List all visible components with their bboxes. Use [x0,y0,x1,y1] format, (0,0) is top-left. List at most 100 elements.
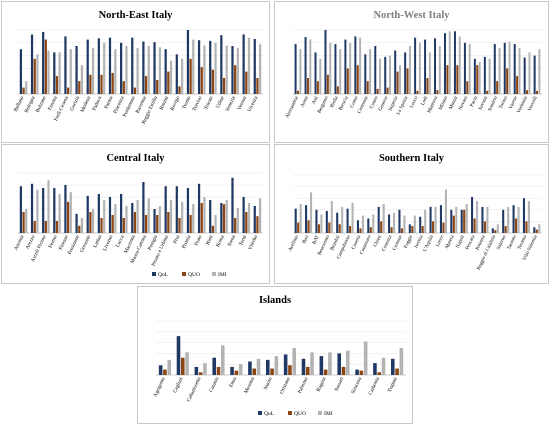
category-label: Brescia [339,95,350,111]
bar-qol-taranto [512,205,515,233]
category-label: Teramo [517,234,528,250]
bar-qol-salerno [502,209,505,233]
bar-quo-mantova [436,90,439,94]
category-label: Terni [238,234,248,247]
bar-imi-savona [488,58,491,94]
bar-quo-roma [222,204,226,233]
bar-qol-bat [315,209,318,233]
bar-imi-pavia [478,62,481,94]
bar-imi-palermo [310,352,314,375]
category-label: Varese [509,95,519,110]
bar-qol-savona [483,56,486,94]
category-label: Lucca [115,234,126,249]
bar-imi-imperia [398,65,401,94]
bar-imi-sassari [346,350,350,375]
bar-imi-aosta [309,39,312,94]
bar-imi-udine [225,45,228,94]
bar-imi-siracusa [363,341,368,375]
bar-quo-teramo [525,221,528,233]
bar-qol-pescara [471,197,474,233]
bar-qol-napoli [460,209,463,233]
category-label: Novara [458,95,469,111]
bar-quo-monza [456,65,459,94]
bar-imi-messina [256,358,261,375]
bar-quo-brindisi [338,224,341,233]
bar-imi-bari [310,192,313,233]
bar-quo-lucca [122,218,125,233]
bar-qol-lodi [424,39,427,94]
bar-quo-ragusa [323,369,328,375]
category-label: Rovigo [169,95,181,112]
category-label: Caserta [351,234,362,250]
category-label: Trapani [387,376,399,393]
bar-qol-massa-carrara [142,182,145,233]
bar-qol-caserta [356,220,359,233]
category-label: Pescara [465,234,476,251]
bar-imi-catanzaro [372,214,375,233]
bar-qol-siena [231,177,234,233]
bar-qol-prato [197,183,201,233]
legend: QoL QUO IMI [152,272,227,278]
bar-quo-siracusa [359,370,364,375]
bar-quo-venezia [234,65,237,94]
category-label: Messina [243,376,256,395]
bar-imi-torino [508,41,511,94]
bar-qol-reggio-emilia [153,42,156,94]
bar-imi-salerno [507,206,510,233]
bar-quo-campobasso [349,226,352,233]
bar-quo-ravenna [144,76,148,94]
bar-quo-trieste [211,69,214,94]
bar-quo-aosta [306,78,309,94]
bar-quo-sassari [341,366,346,375]
bar-qol-padova [97,38,100,94]
category-label: Lodi [421,95,430,106]
bar-quo-agrigento [163,369,167,375]
bar-qol-rieti [209,200,212,233]
bar-quo-treviso [200,67,203,94]
bar-quo-messina [252,368,256,375]
bar-quo-caltanissetta [198,372,203,375]
bar-qol-gorizia [75,46,78,94]
bar-qol-fermo [53,188,56,233]
bar-quo-bergamo [326,74,329,94]
bar-qol-cagliari [176,336,181,375]
category-label: Verona [236,95,248,111]
bar-imi-taranto [517,206,520,233]
bar-quo-biella [336,86,339,94]
bar-quo-nuoro [270,368,274,375]
bar-quo-terni [245,212,248,233]
category-label: Isernia [414,234,425,249]
bar-imi-matera [455,206,458,233]
bar-quo-belluno [22,87,25,94]
bar-quo-verona [245,71,248,94]
category-label: Potenza [476,234,488,251]
category-label: Lecco [410,95,420,109]
bar-imi-teramo [527,201,530,233]
bar-qol-oristano [283,354,288,375]
category-label: BAT [312,235,321,246]
bar-imi-siena [236,207,239,233]
bar-imi-rovigo [181,58,184,94]
bar-imi-verbania [528,52,531,94]
bar-qol-teramo [522,198,525,233]
bar-qol-enna [230,366,234,375]
bar-imi-rieti [214,215,217,233]
category-label: Genova [378,95,389,112]
bar-imi-parma [114,49,117,94]
bar-qol-pisa [175,186,178,233]
bar-imi-l-aquila [434,206,437,233]
bar-qol-isernia [419,216,422,233]
category-label: Prato [193,234,203,247]
category-label: Caltanissetta [186,376,203,403]
bar-imi-macerata [136,200,139,233]
chart-panel-central: Central Italy Ancona Arezzo Ascoli Piceno Fe… [1,144,270,284]
category-label: Aosta [300,95,310,108]
bar-imi-terni [247,203,251,233]
bar-quo-trapani [395,368,399,375]
bar-imi-asti [319,58,322,94]
category-label: Latina [92,234,103,249]
legend-swatch-qol [152,272,156,276]
bar-imi-vicenza [258,44,262,94]
bar-imi-verona [247,37,251,94]
